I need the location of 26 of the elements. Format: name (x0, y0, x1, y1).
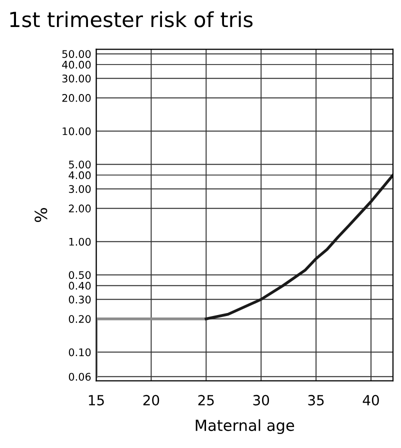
y-tick-label: 0.30 (68, 296, 91, 304)
x-tick-label: 20 (143, 394, 160, 406)
y-tick-label: 4.00 (68, 171, 91, 180)
y-tick-label: 3.00 (68, 185, 91, 193)
y-tick-label: 30.00 (62, 74, 91, 82)
y-tick-label: 50.00 (62, 50, 91, 58)
y-tick-label: 0.20 (68, 315, 91, 323)
y-tick-label: 0.40 (68, 282, 91, 290)
chart-title: 1st trimester risk of tris (10, 11, 253, 28)
y-tick-label: 0.50 (68, 271, 91, 279)
y-tick-label: 1.00 (69, 238, 91, 246)
x-tick-label: 35 (308, 394, 324, 406)
line-series (204, 174, 393, 320)
x-tick-label: 25 (198, 394, 214, 406)
x-tick-label: 15 (88, 395, 104, 406)
y-tick-label: 5.00 (68, 160, 91, 168)
y-axis-title: % (34, 208, 48, 222)
y-tick-label: 2.00 (68, 204, 91, 212)
y-tick-label: 0.06 (68, 372, 91, 381)
x-axis-title: Maternal age (196, 419, 294, 434)
y-tick-label: 40.00 (62, 60, 91, 69)
y-tick-label: 20.00 (62, 94, 91, 102)
x-tick-label: 30 (253, 394, 270, 406)
x-tick-label: 40 (362, 394, 379, 406)
y-tick-label: 0.10 (68, 348, 91, 356)
y-tick-label: 10.00 (62, 127, 91, 136)
